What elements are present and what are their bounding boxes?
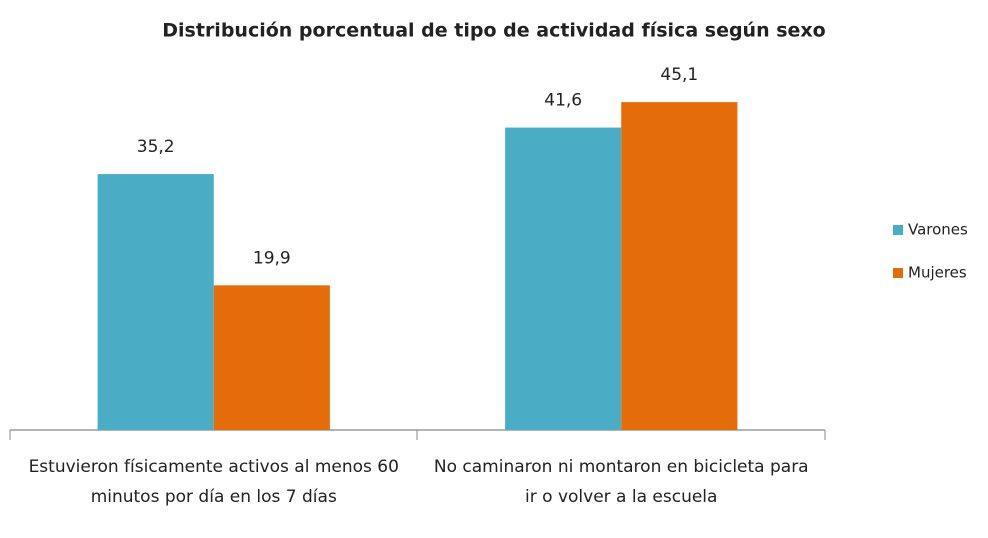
bar [97, 174, 214, 430]
x-tick-label: No caminaron ni montaron en bicicleta pa… [433, 457, 809, 507]
legend-label: Mujeres [908, 264, 967, 282]
data-label: 45,1 [660, 65, 698, 85]
bar [621, 102, 738, 431]
legend-label: Varones [908, 221, 968, 239]
bar [505, 127, 622, 431]
bar [213, 285, 330, 430]
legend-swatch [893, 268, 903, 278]
chart-title: Distribución porcentual de tipo de activ… [162, 20, 825, 42]
data-label: 35,2 [137, 137, 175, 157]
data-label: 19,9 [253, 248, 291, 268]
data-label: 41,6 [544, 91, 582, 111]
x-tick-label: Estuvieron físicamente activos al menos … [28, 457, 399, 507]
legend-swatch [893, 225, 903, 235]
